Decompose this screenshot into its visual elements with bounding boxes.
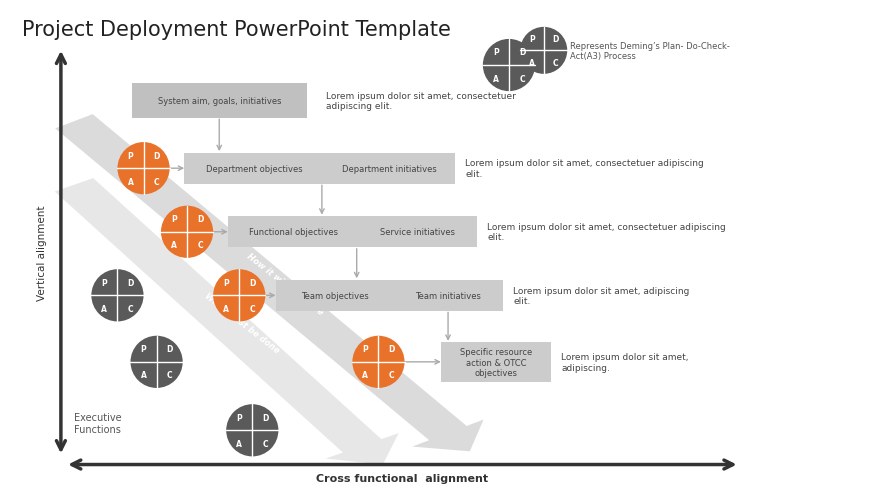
Text: P: P	[362, 345, 368, 354]
Ellipse shape	[213, 270, 265, 322]
Text: C: C	[249, 304, 255, 313]
Text: Lorem ipsum dolor sit amet, adipiscing
elit.: Lorem ipsum dolor sit amet, adipiscing e…	[513, 286, 689, 305]
Text: A: A	[102, 304, 107, 313]
Text: C: C	[154, 177, 159, 186]
Text: P: P	[102, 278, 107, 287]
Ellipse shape	[130, 336, 182, 388]
FancyBboxPatch shape	[393, 280, 502, 311]
Text: Team initiatives: Team initiatives	[415, 291, 481, 300]
Text: Functional objectives: Functional objectives	[249, 228, 338, 237]
Text: P: P	[128, 151, 133, 161]
Text: A: A	[362, 370, 368, 380]
FancyBboxPatch shape	[275, 280, 394, 311]
Text: C: C	[552, 59, 558, 67]
FancyBboxPatch shape	[441, 343, 550, 382]
Text: C: C	[197, 241, 202, 250]
Ellipse shape	[520, 28, 567, 75]
Text: D: D	[153, 151, 160, 161]
Text: Team objectives: Team objectives	[301, 291, 368, 300]
Text: P: P	[223, 278, 229, 287]
Text: D: D	[196, 215, 203, 224]
Text: Cross functional  alignment: Cross functional alignment	[316, 473, 488, 483]
Text: D: D	[552, 35, 558, 44]
Text: Project Deployment PowerPoint Template: Project Deployment PowerPoint Template	[22, 20, 450, 40]
Ellipse shape	[161, 206, 213, 258]
Text: A: A	[236, 439, 242, 448]
Text: Specific resource
action & OTCC
objectives: Specific resource action & OTCC objectiv…	[459, 347, 532, 377]
Ellipse shape	[91, 270, 143, 322]
Text: How it will get done: How it will get done	[245, 252, 324, 317]
Text: Department initiatives: Department initiatives	[342, 164, 436, 173]
FancyArrow shape	[55, 115, 483, 451]
Text: What must be done: What must be done	[202, 291, 280, 354]
FancyBboxPatch shape	[228, 217, 359, 248]
Text: C: C	[128, 304, 133, 313]
Text: A: A	[171, 241, 176, 250]
Text: D: D	[262, 413, 269, 422]
Text: Represents Deming’s Plan- Do-Check-
Act(A3) Process: Represents Deming’s Plan- Do-Check- Act(…	[569, 41, 729, 61]
Text: A: A	[528, 59, 534, 67]
Text: Vertical alignment: Vertical alignment	[36, 205, 47, 300]
Text: P: P	[528, 35, 534, 44]
Text: D: D	[166, 345, 173, 354]
Text: C: C	[167, 370, 172, 380]
Text: A: A	[141, 370, 146, 380]
FancyArrow shape	[55, 179, 398, 465]
FancyBboxPatch shape	[132, 84, 307, 119]
Text: C: C	[519, 74, 524, 83]
Text: D: D	[127, 278, 134, 287]
Text: D: D	[249, 278, 255, 287]
FancyBboxPatch shape	[184, 153, 324, 184]
Text: Lorem ipsum dolor sit amet, consectetuer adipiscing
elit.: Lorem ipsum dolor sit amet, consectetuer…	[487, 223, 725, 242]
Text: P: P	[493, 48, 498, 58]
Text: A: A	[128, 177, 133, 186]
Ellipse shape	[117, 143, 169, 195]
Text: Lorem ipsum dolor sit amet, consectetuer
adipiscing elit.: Lorem ipsum dolor sit amet, consectetuer…	[326, 91, 515, 111]
Text: C: C	[262, 439, 268, 448]
Ellipse shape	[226, 405, 278, 456]
Text: P: P	[236, 413, 242, 422]
Text: Executive
Functions: Executive Functions	[74, 412, 122, 434]
Text: P: P	[141, 345, 146, 354]
Text: Lorem ipsum dolor sit amet, consectetuer adipiscing
elit.: Lorem ipsum dolor sit amet, consectetuer…	[465, 159, 703, 179]
Ellipse shape	[482, 40, 534, 92]
Text: Lorem ipsum dolor sit amet,
adipiscing.: Lorem ipsum dolor sit amet, adipiscing.	[561, 352, 688, 372]
FancyBboxPatch shape	[323, 153, 454, 184]
Text: C: C	[388, 370, 394, 380]
Ellipse shape	[352, 336, 404, 388]
Text: P: P	[171, 215, 176, 224]
FancyBboxPatch shape	[358, 217, 476, 248]
Text: Service initiatives: Service initiatives	[380, 228, 454, 237]
Text: System aim, goals, initiatives: System aim, goals, initiatives	[158, 97, 281, 106]
Text: A: A	[223, 304, 229, 313]
Text: A: A	[493, 74, 498, 83]
Text: D: D	[388, 345, 395, 354]
Text: Department objectives: Department objectives	[206, 164, 302, 173]
Text: D: D	[518, 48, 525, 58]
